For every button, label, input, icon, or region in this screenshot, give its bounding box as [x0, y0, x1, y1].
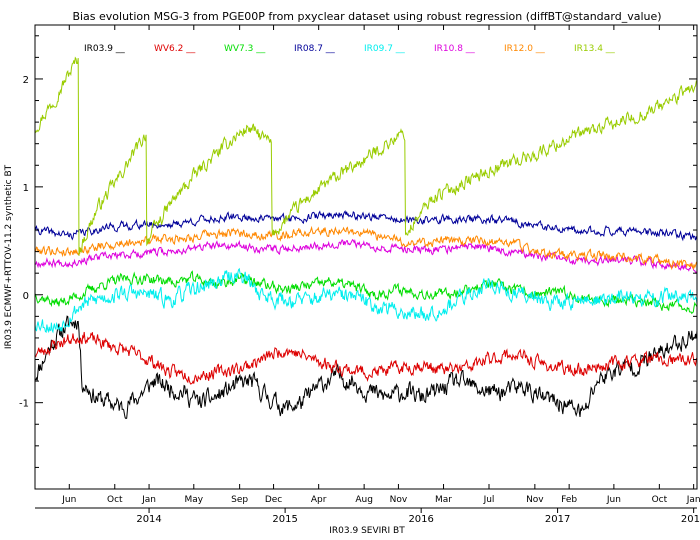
- month-tick-label: Jan: [141, 495, 156, 505]
- month-tick-label: Mar: [435, 495, 452, 505]
- month-tick-label: Jul: [483, 495, 495, 505]
- legend-entry: IR13.4 __: [574, 44, 615, 54]
- legend-entry: WV6.2 __: [154, 44, 196, 54]
- y-tick-label: 0: [23, 291, 29, 302]
- legend-entry: IR12.0 __: [504, 44, 545, 54]
- y-tick-label: 2: [23, 75, 29, 86]
- axis-ticks: -1 0 1 2 Jun Oct Jan May Sep Dec Apr Aug Nov Mar Jul No…: [19, 25, 700, 525]
- month-tick-label: Aug: [355, 495, 373, 505]
- month-tick-label: Nov: [390, 495, 408, 505]
- month-tick-label: Oct: [107, 495, 123, 505]
- series-line-ir09-7: [35, 267, 697, 334]
- legend: IR03.9 __ WV6.2 __ WV7.3 __ IR08.7 __ IR09.7…: [84, 44, 615, 54]
- month-tick-label: Feb: [561, 495, 577, 505]
- series-line-ir08-7: [35, 210, 697, 242]
- y-axis-label: IR03.9 ECMWF+RTTOV-11.2 synthetic BT: [4, 164, 14, 349]
- month-tick-label: Jan: [686, 495, 700, 505]
- month-tick-label: Apr: [311, 495, 327, 505]
- series-line-wv7-3: [35, 270, 697, 315]
- x-axis-label: IR03.9 SEVIRI BT: [329, 526, 405, 536]
- series-line-wv6-2: [35, 331, 697, 385]
- legend-entry: IR03.9 __: [84, 44, 125, 54]
- legend-entry: IR10.8 __: [434, 44, 475, 54]
- month-tick-label: Jun: [61, 495, 76, 505]
- month-tick-label: Jun: [606, 495, 621, 505]
- month-tick-label: Sep: [231, 495, 248, 505]
- y-tick-label: 1: [23, 183, 29, 194]
- month-tick-label: May: [184, 495, 203, 505]
- month-tick-label: Nov: [526, 495, 544, 505]
- year-tick-label: 2014: [136, 514, 161, 525]
- month-tick-label: Oct: [652, 495, 668, 505]
- year-tick-label: 2016: [408, 514, 433, 525]
- month-tick-label: Dec: [265, 495, 282, 505]
- series-line-ir03-9: [35, 315, 697, 420]
- plot-frame: [34, 24, 698, 490]
- year-tick-label: 2015: [272, 514, 297, 525]
- plot-area: [35, 56, 697, 420]
- legend-entry: IR09.7 __: [364, 44, 405, 54]
- series-line-ir12-0: [35, 225, 697, 271]
- y-tick-label: -1: [19, 399, 29, 410]
- chart-title: Bias evolution MSG-3 from PGE00P from px…: [72, 10, 661, 23]
- series-line-ir13-4: [35, 56, 697, 256]
- year-tick-label: 2017: [545, 514, 570, 525]
- year-tick-label: 2018: [681, 514, 700, 525]
- legend-entry: WV7.3 __: [224, 44, 266, 54]
- legend-entry: IR08.7 __: [294, 44, 335, 54]
